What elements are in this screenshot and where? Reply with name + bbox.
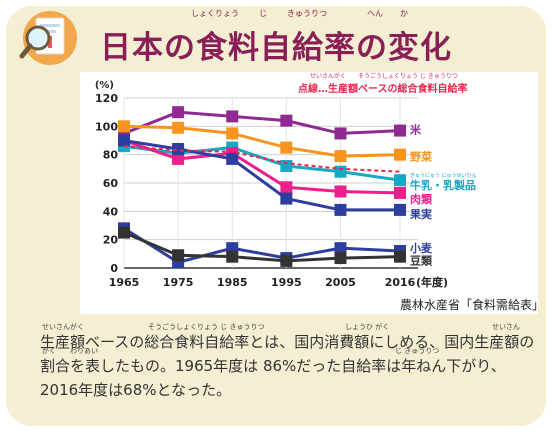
x-tick-label: 1995 <box>271 276 302 289</box>
series-label: 米 <box>409 123 422 137</box>
x-axis-label: (年度) <box>416 275 448 289</box>
data-point <box>394 203 406 216</box>
document-magnifier-icon <box>19 11 77 65</box>
title-ruby-3: きゅうりつ <box>287 9 328 18</box>
series-label: 野菜 <box>410 150 433 164</box>
title-ruby-4: へん <box>367 9 383 18</box>
data-point <box>394 148 406 161</box>
y-axis-label: (%) <box>95 80 114 91</box>
data-point <box>280 141 293 154</box>
data-point <box>172 121 185 134</box>
y-tick-label: 80 <box>103 149 119 162</box>
series-line <box>123 227 401 264</box>
data-point <box>280 254 293 267</box>
data-point <box>226 250 239 263</box>
y-tick-label: 120 <box>95 92 118 105</box>
series-label: 小麦 <box>409 241 433 255</box>
data-point <box>334 203 347 216</box>
line-chart: 0 20 40 60 80 100 120(%) 1965 1975 1985 1995 2005 20… <box>95 72 477 289</box>
data-point <box>118 134 130 147</box>
x-tick-label: 1985 <box>217 276 248 289</box>
series-line <box>123 124 401 158</box>
y-tick-label: 60 <box>103 177 119 190</box>
data-point <box>118 120 130 133</box>
data-point <box>334 150 347 163</box>
series-line <box>123 231 401 263</box>
series-label: 豆類 <box>410 254 433 268</box>
data-point <box>394 186 406 199</box>
y-tick-label: 0 <box>110 262 118 275</box>
data-point <box>394 250 406 263</box>
data-point <box>280 192 293 205</box>
x-tick-label: 2016 <box>385 276 416 289</box>
series-line <box>123 144 401 182</box>
series-label: 牛乳・乳製品 <box>410 178 476 192</box>
data-point <box>334 252 347 265</box>
x-tick-label: 2005 <box>325 276 356 289</box>
data-point <box>394 174 406 187</box>
series-label-ruby: ぎゅうにゅう にゅうせいひん <box>410 172 476 179</box>
data-point <box>226 127 239 140</box>
data-point <box>280 181 293 194</box>
data-point <box>172 249 185 262</box>
description-text: 生産額ベースの総合食料自給率とは、国内消費額にしめる、国内生産額の割合を表したも… <box>40 333 535 399</box>
title-ruby-1: しょくりょう <box>191 9 239 18</box>
data-point <box>394 124 406 137</box>
source-credit: 農林水産省「食料需給表」 <box>400 298 545 312</box>
page-title: 日本の食料自給率の変化 <box>100 30 452 66</box>
data-point <box>334 185 347 198</box>
data-point <box>172 152 185 165</box>
data-point <box>172 106 185 119</box>
annotation-text: 点線…生産額ベースの総合食料自給率 <box>298 82 468 95</box>
title-ruby-5: か <box>400 9 408 18</box>
data-point <box>172 143 185 155</box>
data-point <box>334 242 347 255</box>
chart-card: 0 20 40 60 80 100 120 (%) 1965 1975 1985 1995 2005 20… <box>80 72 538 314</box>
data-point <box>280 114 293 127</box>
y-tick-label: 20 <box>103 234 119 247</box>
title-ruby-2: じ <box>259 9 267 18</box>
x-tick-label: 1965 <box>109 276 140 289</box>
data-point <box>226 152 239 165</box>
y-tick-label: 40 <box>103 205 119 218</box>
series-label: 果実 <box>409 207 432 221</box>
x-tick-label: 1975 <box>163 276 194 289</box>
data-point <box>226 110 239 123</box>
data-point <box>280 160 293 172</box>
annotation-ruby: せいさんがく そうごうしょくりょう じ きゅうりつ <box>310 72 458 80</box>
series-line <box>123 110 401 135</box>
data-point <box>334 127 347 140</box>
series-line-total <box>123 145 401 173</box>
data-point <box>334 165 347 178</box>
y-tick-label: 100 <box>95 120 118 133</box>
series-line <box>123 139 401 195</box>
series-label: 肉類 <box>410 192 433 206</box>
data-point <box>118 226 130 239</box>
series-line <box>123 139 400 212</box>
